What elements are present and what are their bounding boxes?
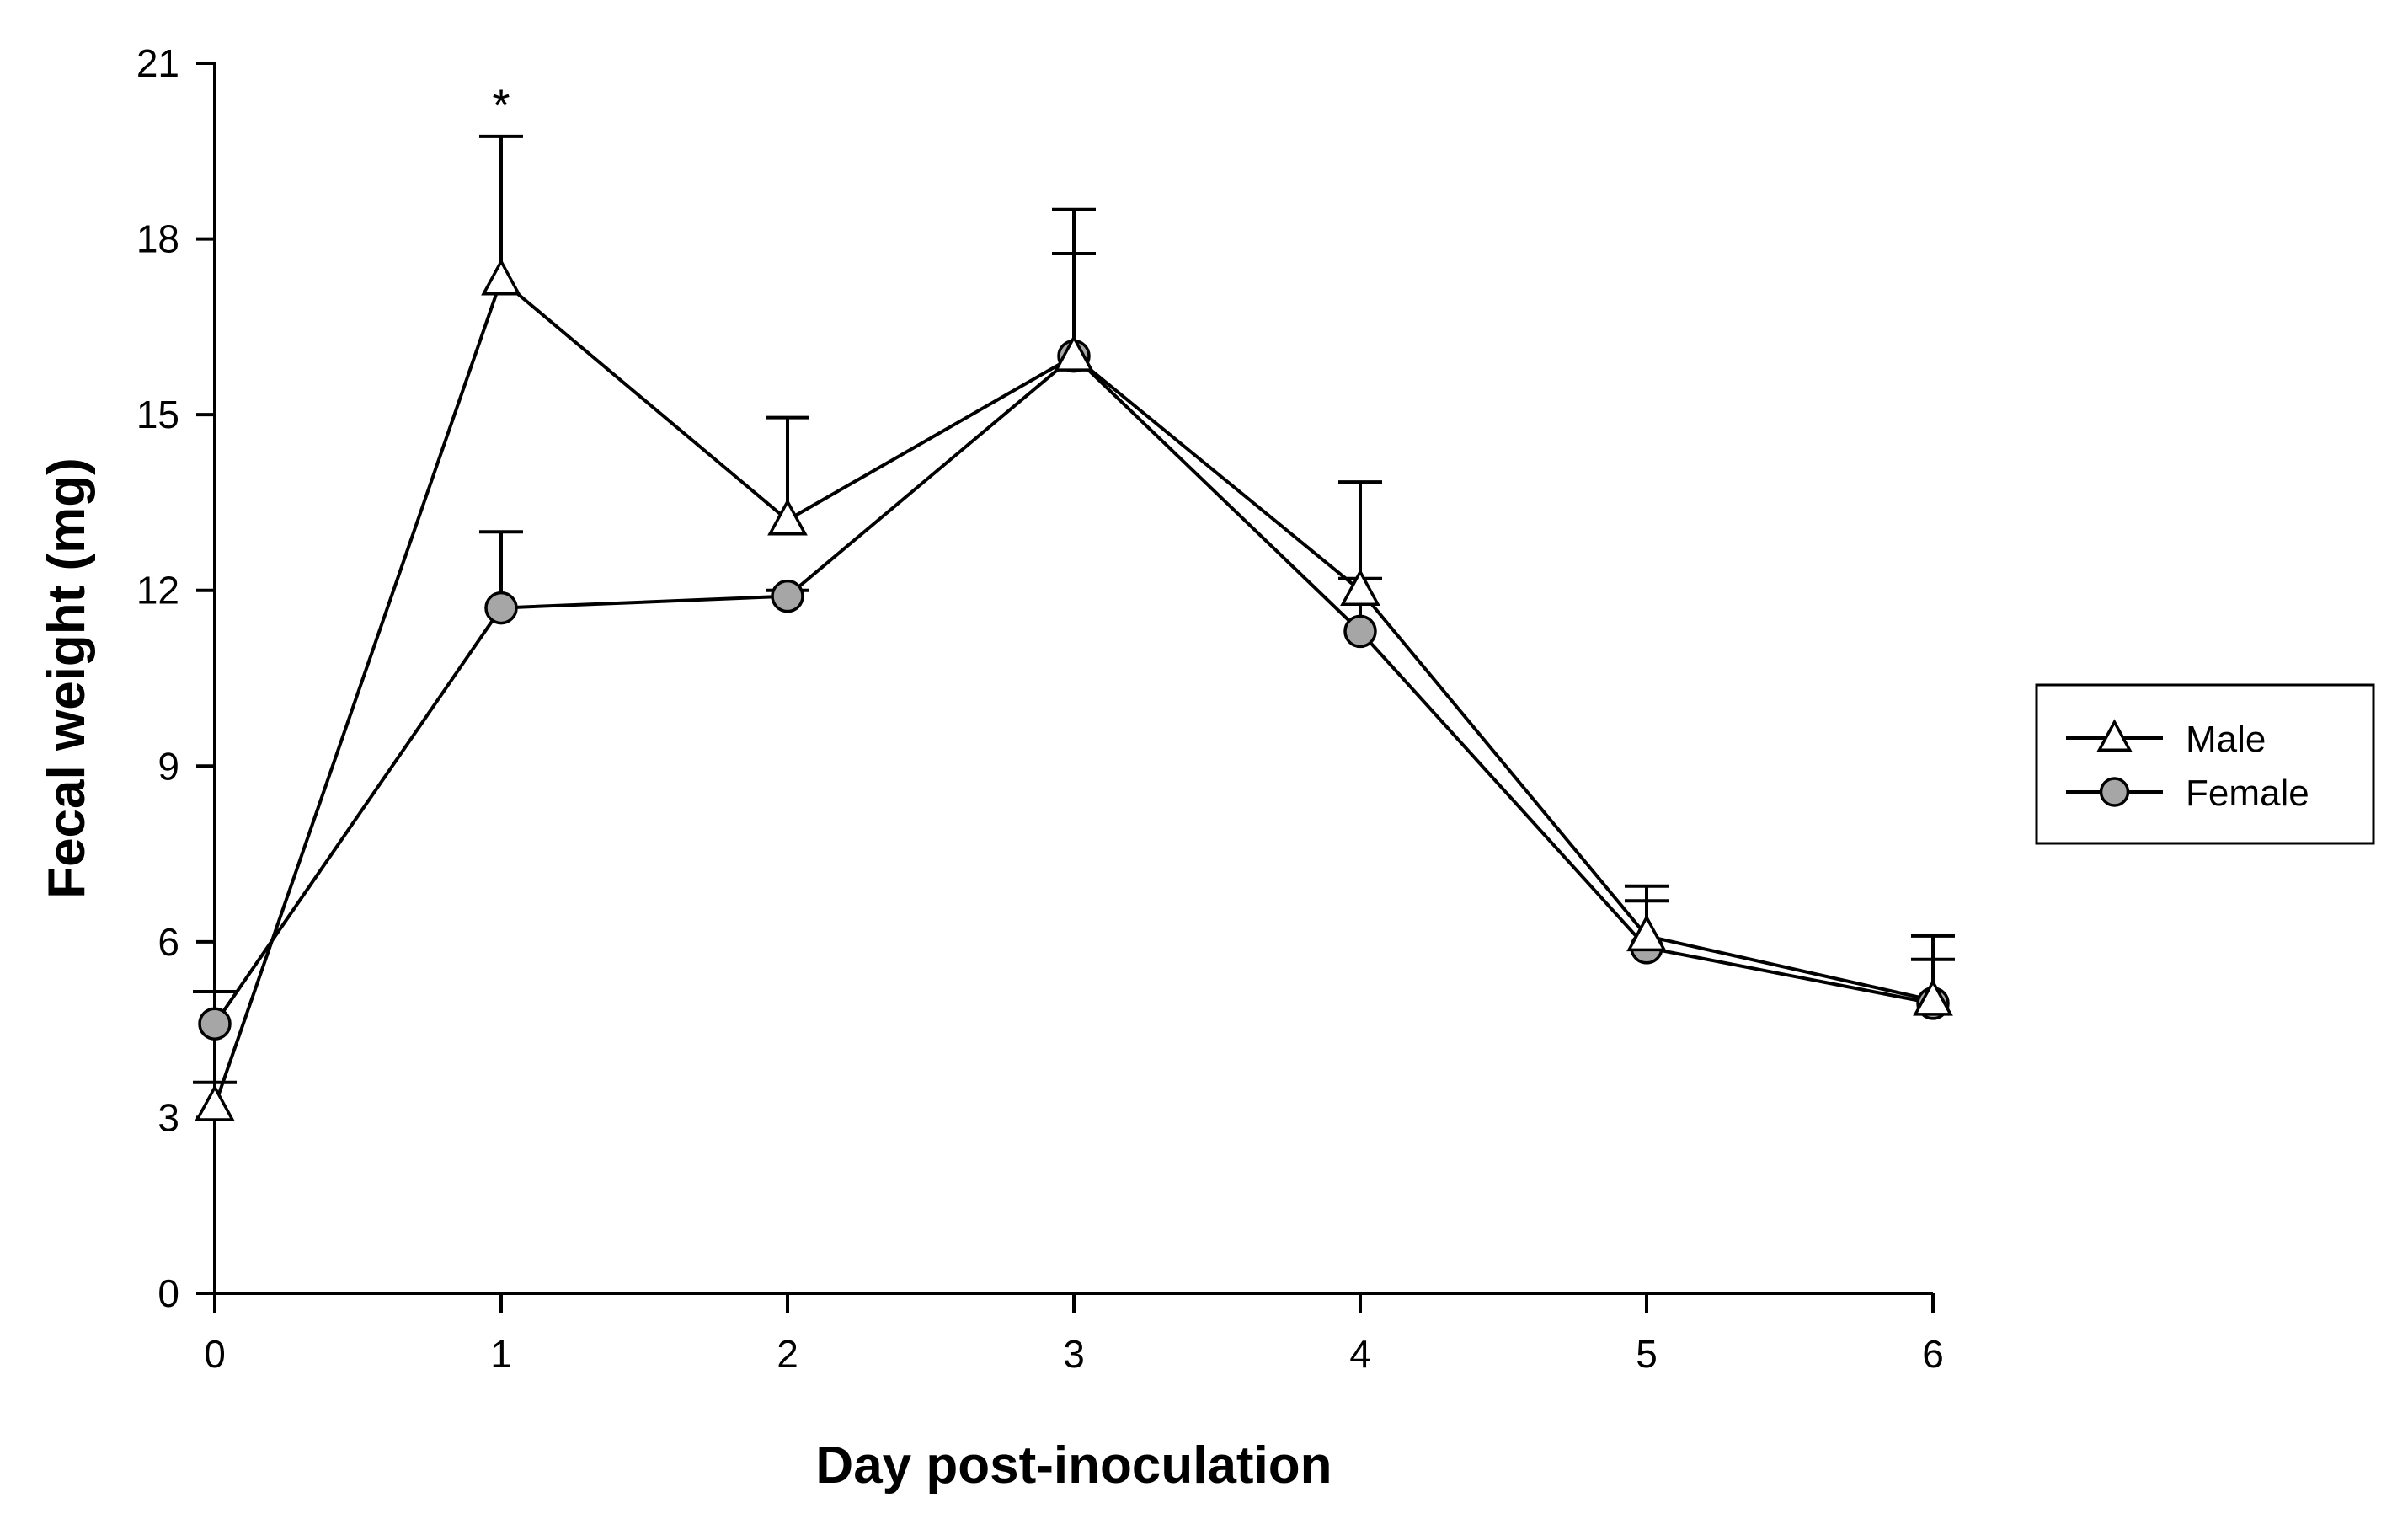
female-data-point: [198, 1007, 232, 1041]
legend-label-male: Male: [2186, 719, 2266, 760]
female-series-line: [213, 353, 1934, 1025]
x-tick-label: 2: [777, 1332, 798, 1376]
significance-asterisk: *: [492, 81, 510, 131]
y-tick-label: 21: [136, 41, 179, 85]
female-data-point: [1343, 614, 1377, 649]
female-data-point: [484, 591, 518, 625]
x-tick-label: 3: [1063, 1332, 1085, 1376]
male-data-point: [1626, 914, 1667, 952]
male-data-point: [1054, 334, 1094, 372]
legend-box: [2035, 683, 2375, 845]
male-data-point: [1913, 978, 1953, 1016]
y-axis-title: Fecal weight (mg): [38, 457, 96, 899]
legend-marker-male: [2096, 719, 2133, 752]
male-data-point: [1340, 569, 1380, 606]
y-tick-label: 6: [158, 920, 179, 964]
y-tick-label: 0: [158, 1271, 179, 1315]
legend-marker-female: [2099, 777, 2130, 807]
y-tick-label: 18: [136, 217, 179, 261]
x-tick-label: 6: [1922, 1332, 1944, 1376]
x-tick-label: 0: [204, 1332, 226, 1376]
male-data-point: [195, 1083, 235, 1121]
series-layer: [193, 134, 1955, 1121]
legend-label-female: Female: [2186, 773, 2309, 814]
x-tick-label: 5: [1636, 1332, 1658, 1376]
x-axis-title: Day post-inoculation: [815, 1436, 1332, 1495]
female-data-point: [771, 579, 804, 613]
male-data-point: [481, 258, 521, 296]
legend: Male Female: [2035, 683, 2375, 845]
y-tick-label: 15: [136, 393, 179, 436]
y-tick-label: 3: [158, 1095, 179, 1139]
annotations: *: [492, 81, 510, 131]
y-tick-label: 9: [158, 744, 179, 788]
x-tick-label: 4: [1349, 1332, 1371, 1376]
male-data-point: [767, 498, 808, 536]
x-tick-label: 1: [490, 1332, 512, 1376]
y-tick-label: 12: [136, 569, 179, 613]
male-series-line: [213, 276, 1934, 1107]
